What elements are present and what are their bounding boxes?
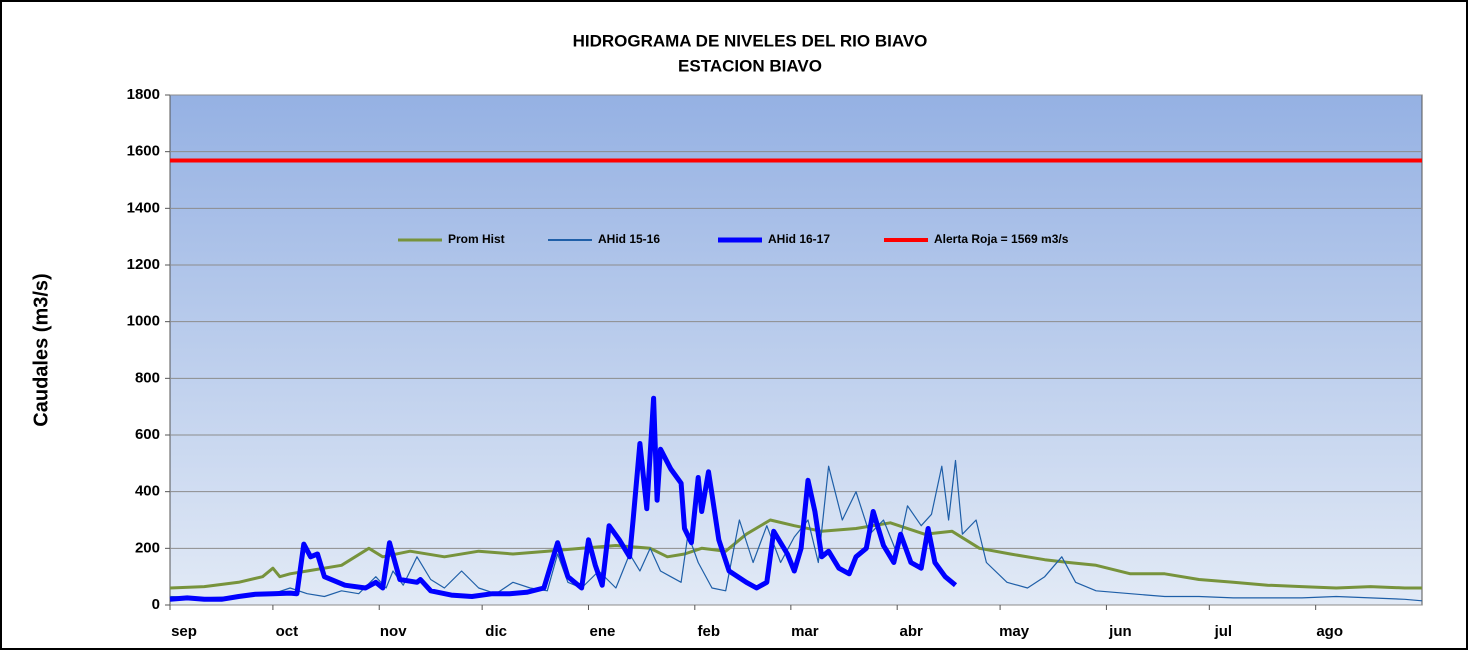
y-tick-label: 400	[135, 483, 160, 500]
y-tick-label: 600	[135, 426, 160, 443]
x-tick-label: mar	[791, 623, 819, 640]
x-tick-label: jul	[1214, 623, 1233, 640]
x-tick-label: may	[999, 623, 1030, 640]
y-tick-label: 1600	[127, 143, 160, 160]
y-tick-label: 1200	[127, 256, 160, 273]
chart-title: HIDROGRAMA DE NIVELES DEL RIO BIAVO	[573, 31, 928, 50]
y-tick-label: 1400	[127, 199, 160, 216]
series-line	[169, 395, 958, 602]
x-tick-label: feb	[698, 623, 721, 640]
chart-subtitle: ESTACION BIAVO	[678, 56, 822, 75]
y-tick-label: 800	[135, 369, 160, 386]
y-tick-label: 200	[135, 539, 160, 556]
x-tick-label: nov	[380, 623, 407, 640]
x-tick-label: oct	[276, 623, 299, 640]
legend-label: AHid 15-16	[598, 232, 660, 246]
y-tick-label: 1800	[127, 86, 160, 103]
y-axis-label: Caudales (m3/s)	[30, 273, 52, 426]
x-tick-label: ago	[1316, 623, 1343, 640]
series-line	[169, 459, 1423, 602]
y-tick-label: 1000	[127, 313, 160, 330]
x-tick-label: ene	[590, 623, 616, 640]
legend-label: Alerta Roja = 1569 m3/s	[934, 232, 1069, 246]
x-tick-label: sep	[171, 623, 197, 640]
legend-label: Prom Hist	[448, 232, 505, 246]
x-tick-label: abr	[900, 623, 924, 640]
y-tick-label: 0	[152, 596, 160, 613]
legend-label: AHid 16-17	[768, 232, 830, 246]
x-tick-label: dic	[485, 623, 507, 640]
x-tick-label: jun	[1108, 623, 1132, 640]
plot-area	[169, 94, 1423, 606]
